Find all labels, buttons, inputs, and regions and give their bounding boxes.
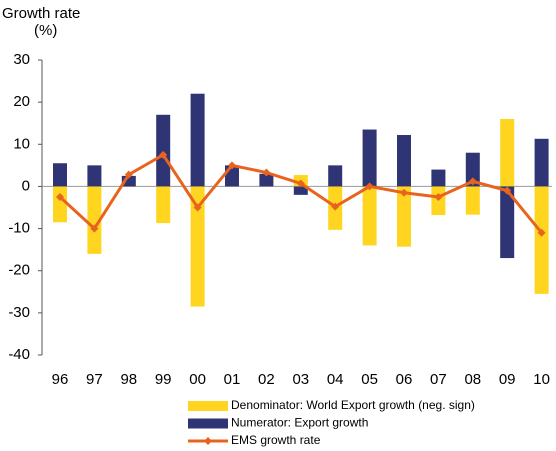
marker xyxy=(468,177,477,186)
bar xyxy=(362,129,377,187)
marker xyxy=(90,224,99,233)
marker xyxy=(159,150,168,159)
y-tick-label: -40 xyxy=(8,346,30,363)
y-axis-title: Growth rate xyxy=(2,5,80,22)
marker xyxy=(400,188,408,197)
bar xyxy=(190,186,205,307)
bar xyxy=(431,169,446,187)
bar xyxy=(500,119,515,187)
y-tick-label: 20 xyxy=(13,93,30,110)
bar xyxy=(53,163,67,187)
x-tick-label: 07 xyxy=(430,371,447,388)
bar xyxy=(53,186,67,223)
bar xyxy=(534,186,549,294)
bar xyxy=(259,173,274,187)
marker xyxy=(228,161,236,170)
bar xyxy=(465,152,480,187)
x-tick-label: 96 xyxy=(52,371,69,388)
x-tick-label: 06 xyxy=(396,371,413,388)
x-tick-label: 02 xyxy=(258,371,275,388)
y-tick-label: 10 xyxy=(13,135,30,152)
marker xyxy=(296,179,305,188)
x-tick-label: 03 xyxy=(292,371,309,388)
bar xyxy=(362,186,377,246)
marker xyxy=(193,203,202,212)
bar xyxy=(397,135,411,187)
marker xyxy=(124,170,133,179)
x-tick-label: 09 xyxy=(499,371,516,388)
bar xyxy=(121,175,136,187)
x-tick-label: 98 xyxy=(120,371,137,388)
bar xyxy=(500,186,515,259)
bar xyxy=(293,186,308,195)
legend-swatch xyxy=(188,418,228,429)
bar xyxy=(156,114,171,187)
bar xyxy=(87,165,102,187)
marker xyxy=(331,202,340,211)
x-tick-label: 99 xyxy=(155,371,172,388)
bar xyxy=(465,186,480,215)
x-tick-label: 05 xyxy=(361,371,378,388)
x-tick-label: 00 xyxy=(189,371,206,388)
legend-label: Denominator: World Export growth (neg. s… xyxy=(231,398,475,412)
bar xyxy=(190,93,205,187)
x-tick-label: 10 xyxy=(533,371,550,388)
marker xyxy=(434,192,443,201)
bar xyxy=(156,186,171,224)
y-axis-unit: (%) xyxy=(34,22,57,39)
y-tick-label: 0 xyxy=(22,177,30,194)
y-tick-label: -20 xyxy=(8,262,30,279)
bar xyxy=(87,186,102,254)
legend-label: EMS growth rate xyxy=(231,433,321,447)
marker xyxy=(537,228,546,237)
marker xyxy=(503,186,512,195)
marker xyxy=(365,182,374,191)
x-tick-label: 01 xyxy=(224,371,241,388)
x-tick-label: 97 xyxy=(86,371,103,388)
legend-swatch xyxy=(188,401,228,411)
legend-marker xyxy=(204,437,212,445)
x-tick-label: 04 xyxy=(327,371,344,388)
bar xyxy=(328,165,343,187)
y-tick-label: -10 xyxy=(8,220,30,237)
x-tick-label: 08 xyxy=(464,371,481,388)
marker xyxy=(262,168,271,177)
marker xyxy=(56,192,64,201)
y-tick-label: -30 xyxy=(8,304,30,321)
bar xyxy=(534,138,549,187)
bar xyxy=(397,186,411,247)
legend-label: Numerator: Export growth xyxy=(231,416,368,430)
y-tick-label: 30 xyxy=(13,51,30,68)
